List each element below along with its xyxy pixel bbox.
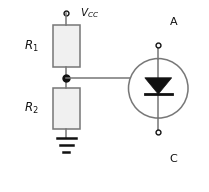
Text: C: C <box>170 154 177 164</box>
Text: $V_{CC}$: $V_{CC}$ <box>80 7 99 20</box>
Text: $R_2$: $R_2$ <box>24 101 39 116</box>
Text: A: A <box>170 17 177 27</box>
Bar <box>53 88 80 129</box>
Polygon shape <box>145 78 172 94</box>
Text: $R_1$: $R_1$ <box>24 39 39 54</box>
Bar <box>53 25 80 67</box>
